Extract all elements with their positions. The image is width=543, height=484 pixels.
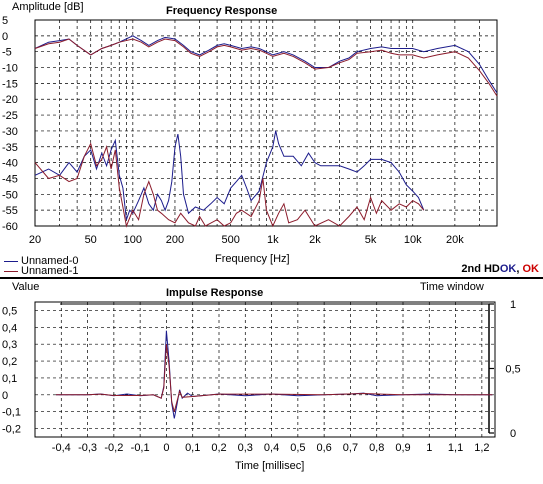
ir-x-tick-label: -0,4: [52, 442, 71, 454]
ir-x-tick-label: 0: [163, 442, 169, 454]
fr-y-tick-label: -50: [2, 189, 18, 201]
ir-y-tick-label: 0,2: [2, 356, 17, 368]
ir-x-tick-label: -0,2: [104, 442, 123, 454]
ir-right-axis-label: Time window: [420, 281, 484, 293]
fr-x-tick-label: 2k: [309, 234, 321, 246]
fr-chart-title: Frequency Response: [166, 5, 278, 17]
fr-x-tick-label: 20k: [446, 234, 464, 246]
ir-x-tick-label: 0,5: [290, 442, 305, 454]
fr-series-line: [34, 38, 498, 97]
fr-y-tick-label: -45: [2, 173, 18, 185]
fr-x-axis-label: Frequency [Hz]: [215, 253, 290, 265]
fr-plot-area: [34, 19, 498, 227]
ir-x-tick-label: 0,1: [185, 442, 200, 454]
legend-label: Unnamed-0: [21, 255, 79, 267]
ir-x-axis-label: Time [millisec]: [235, 460, 305, 472]
ir-x-tick-label: 1: [426, 442, 432, 454]
status-indicator: 2nd HDOK, OK: [461, 263, 539, 275]
ir-x-tick-label: 0,9: [395, 442, 410, 454]
ir-right-tick-label: 1: [510, 299, 516, 311]
fr-series-line: [34, 130, 425, 220]
fr-y-tick-label: -10: [2, 63, 18, 75]
panel-divider: [0, 277, 543, 279]
ir-y-tick-label: -0,2: [2, 424, 21, 436]
fr-y-tick-label: -40: [2, 158, 18, 170]
fr-x-tick-label: 1k: [267, 234, 279, 246]
ir-y-axis-label: Value: [12, 281, 40, 293]
ir-x-tick-label: -0,3: [78, 442, 97, 454]
fr-y-tick-label: -20: [2, 94, 18, 106]
status-sep: ,: [516, 263, 520, 275]
ir-plot-area: [34, 301, 496, 438]
ir-right-tick-label: 0: [510, 428, 516, 440]
fr-y-tick-label: 5: [2, 15, 8, 27]
ir-x-tick-label: 0,4: [264, 442, 279, 454]
fr-x-tick-label: 100: [124, 234, 142, 246]
ir-x-tick-label: 0,2: [211, 442, 226, 454]
ir-y-tick-label: 0,1: [2, 373, 17, 385]
fr-y-tick-label: -30: [2, 126, 18, 138]
legend-item-unnamed-0: Unnamed-0: [4, 255, 78, 267]
ir-y-tick-label: 0: [2, 390, 8, 402]
fr-y-tick-label: -35: [2, 142, 18, 154]
fr-x-tick-label: 10k: [404, 234, 422, 246]
status-ok-red: OK: [522, 263, 540, 275]
legend-swatch: [4, 270, 18, 272]
ir-x-tick-label: -0,1: [131, 442, 150, 454]
legend-swatch: [4, 260, 18, 262]
fr-series-line: [34, 142, 425, 228]
fr-x-tick-label: 50: [85, 234, 97, 246]
legend-item-unnamed-1: Unnamed-1: [4, 265, 78, 277]
fr-y-tick-label: 0: [2, 31, 8, 43]
fr-x-tick-label: 20: [29, 234, 41, 246]
ir-x-tick-label: 0,7: [343, 442, 358, 454]
ir-right-tick-label: 0,5: [505, 364, 520, 376]
fr-y-tick-label: -55: [2, 205, 18, 217]
fr-x-tick-label: 5k: [365, 234, 377, 246]
fr-y-tick-label: -60: [2, 221, 18, 233]
fr-y-tick-label: -15: [2, 78, 18, 90]
ir-y-tick-label: -0,1: [2, 407, 21, 419]
fr-x-tick-label: 200: [166, 234, 184, 246]
ir-y-tick-label: 0,4: [2, 322, 17, 334]
ir-x-tick-label: 1,1: [448, 442, 463, 454]
status-ok-blue: OK: [499, 263, 517, 275]
ir-x-tick-label: 1,2: [474, 442, 489, 454]
ir-series-line: [56, 344, 493, 412]
ir-chart-title: Impulse Response: [166, 287, 264, 299]
fr-y-tick-label: -5: [2, 47, 12, 59]
ir-x-tick-label: 0,6: [316, 442, 331, 454]
ir-x-tick-label: 0,3: [238, 442, 253, 454]
ir-y-tick-label: 0,3: [2, 339, 17, 351]
status-hd: 2nd HD: [461, 263, 500, 275]
fr-x-tick-label: 500: [221, 234, 239, 246]
legend-label: Unnamed-1: [21, 265, 79, 277]
ir-y-tick-label: 0,5: [2, 305, 17, 317]
ir-x-tick-label: 0,8: [369, 442, 384, 454]
fr-y-tick-label: -25: [2, 110, 18, 122]
fr-y-axis-label: Amplitude [dB]: [12, 1, 84, 13]
